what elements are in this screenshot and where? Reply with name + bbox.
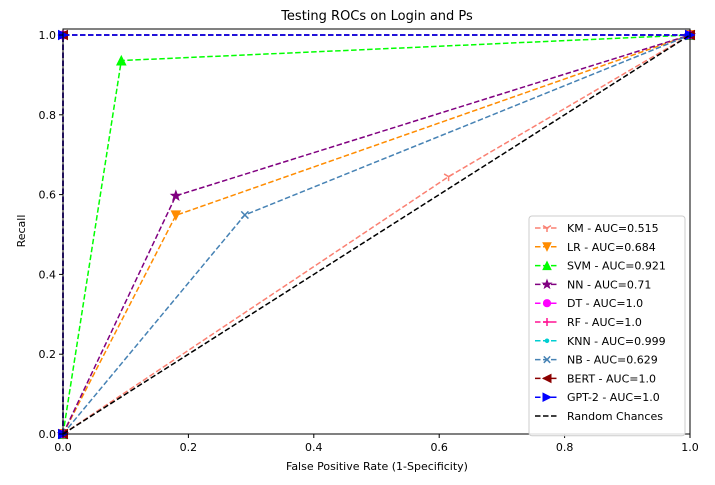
- legend-marker-dt-auc-1-0: [542, 299, 552, 308]
- legend-marker-nb-auc-0-629: [543, 355, 551, 364]
- data-point-nb-auc-0-629-1: [240, 210, 249, 220]
- y-tick-label: 1.0: [39, 29, 57, 42]
- x-tick-label: 0.6: [430, 441, 448, 454]
- series-line-lr-auc-0-684: [62, 34, 691, 435]
- legend-label-lr-auc-0-684: LR - AUC=0.684: [567, 241, 656, 254]
- legend-label-rf-auc-1-0: RF - AUC=1.0: [567, 316, 642, 329]
- y-axis-label: Recall: [15, 215, 28, 248]
- data-point-lr-auc-0-684-1: [170, 210, 182, 221]
- y-tick-label: 0.0: [39, 428, 57, 441]
- legend-marker-knn-auc-0-999: [544, 338, 550, 344]
- legend-label-nn-auc-0-71: NN - AUC=0.71: [567, 278, 651, 291]
- plot-frame: [62, 28, 691, 435]
- data-point-nn-auc-0-71-1: [169, 189, 182, 201]
- x-tick-label: 0.0: [54, 441, 72, 454]
- legend-marker-km-auc-0-515: [542, 224, 552, 232]
- legend-label-random-chances: Random Chances: [567, 410, 663, 423]
- data-point-km-auc-0-515-1: [443, 173, 454, 182]
- legend-label-knn-auc-0-999: KNN - AUC=0.999: [567, 335, 666, 348]
- y-tick-label: 0.6: [39, 189, 57, 202]
- x-axis-label: False Positive Rate (1-Specificity): [286, 460, 468, 473]
- legend-label-km-auc-0-515: KM - AUC=0.515: [567, 222, 659, 235]
- series-line-random-chances: [62, 34, 691, 435]
- y-tick-label: 0.8: [39, 109, 57, 122]
- legend: KM - AUC=0.515 LR - AUC=0.684 SVM - AUC=0.…: [528, 215, 686, 437]
- legend-label-dt-auc-1-0: DT - AUC=1.0: [567, 297, 643, 310]
- x-tick-label: 0.2: [180, 441, 198, 454]
- legend-box: [528, 215, 686, 437]
- legend-label-bert-auc-1-0: BERT - AUC=1.0: [567, 372, 656, 385]
- x-tick-label: 0.8: [556, 441, 574, 454]
- y-tick-label: 0.4: [39, 268, 57, 281]
- x-tick-label: 1.0: [681, 441, 699, 454]
- legend-label-nb-auc-0-629: NB - AUC=0.629: [567, 354, 658, 367]
- legend-label-svm-auc-0-921: SVM - AUC=0.921: [567, 260, 666, 273]
- legend-label-gpt-2-auc-1-0: GPT-2 - AUC=1.0: [567, 391, 660, 404]
- x-tick-label: 0.4: [305, 441, 323, 454]
- legend-marker-bert-auc-1-0: [541, 373, 552, 384]
- data-point-svm-auc-0-921-1: [116, 54, 127, 66]
- legend-marker-gpt-2-auc-1-0: [542, 392, 553, 403]
- legend-marker-lr-auc-0-684: [542, 242, 552, 252]
- legend-marker-rf-auc-1-0: [543, 318, 551, 326]
- y-tick-label: 0.2: [39, 348, 57, 361]
- series-line-km-auc-0-515: [62, 34, 691, 435]
- legend-marker-svm-auc-0-921: [542, 260, 552, 271]
- chart-title: Testing ROCs on Login and Ps: [280, 9, 473, 24]
- legend-marker-nn-auc-0-71: [541, 278, 553, 290]
